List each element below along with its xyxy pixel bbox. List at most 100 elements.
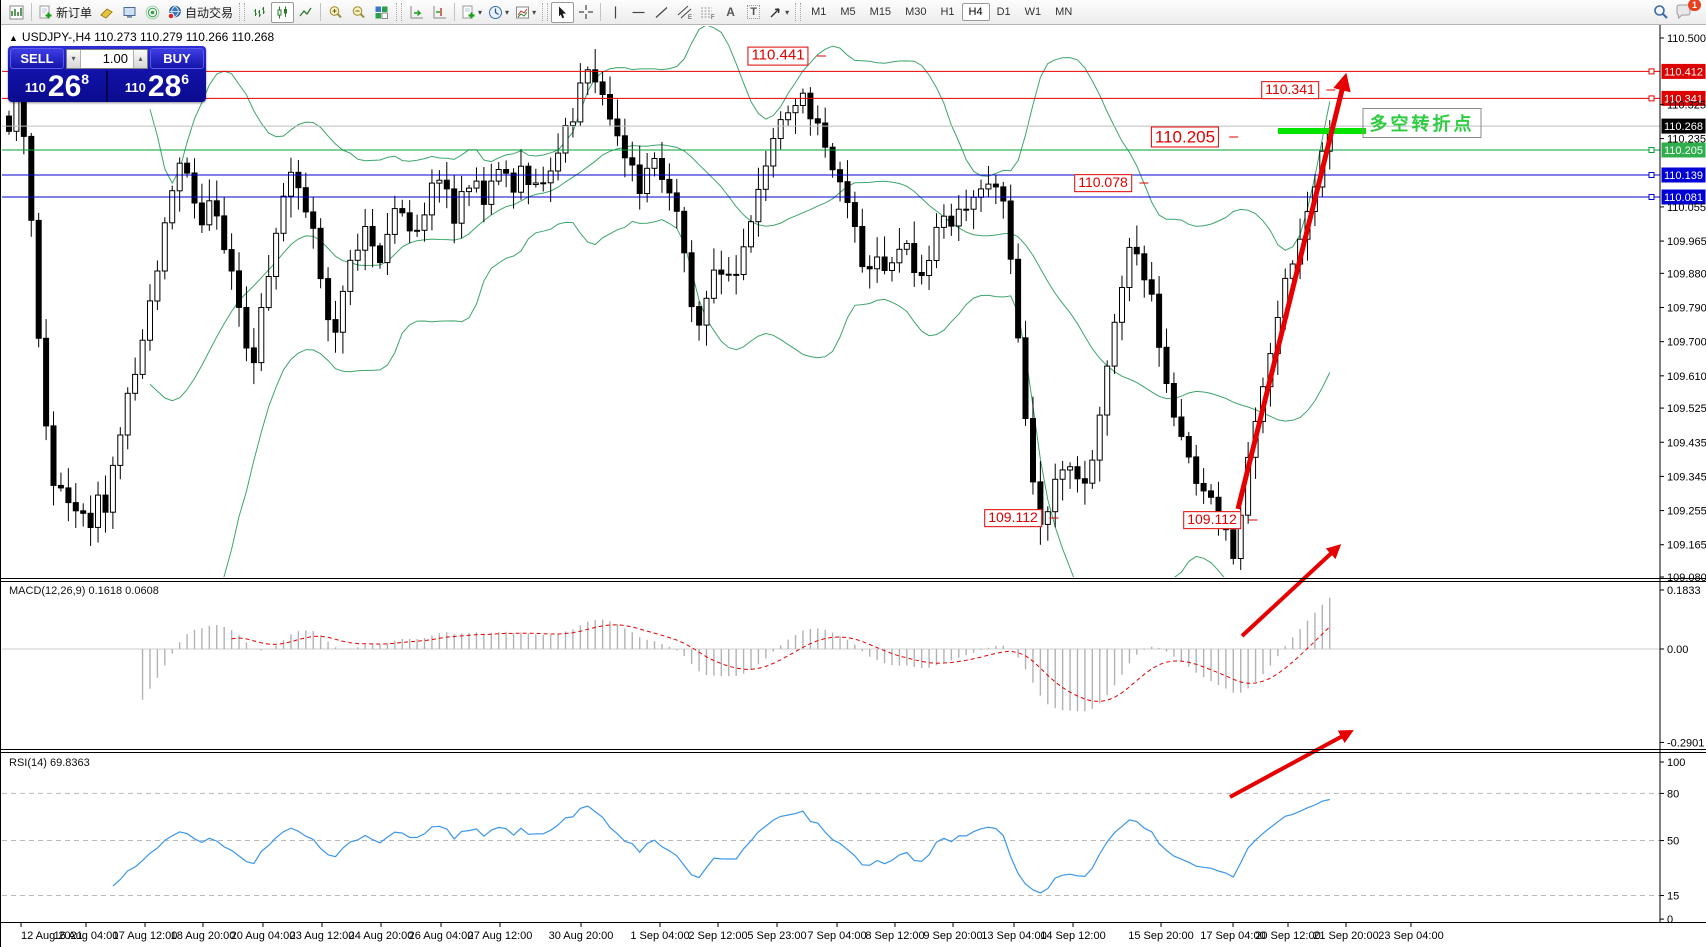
trendline-icon [655,6,668,18]
svg-text:23 Sep 04:00: 23 Sep 04:00 [1378,930,1443,942]
price-callout[interactable]: 110.441 [747,46,809,66]
text-button[interactable]: A [719,2,742,23]
timeframe-button-M15[interactable]: M15 [869,6,892,18]
fibonacci-icon: F [700,7,715,20]
chart-ohlc-text: USDJPY-,H4 110.273 110.279 110.266 110.2… [21,30,275,44]
svg-text:20 Sep 12:00: 20 Sep 12:00 [1255,930,1320,942]
dropdown-arrow-icon: ▾ [532,7,537,17]
rsi-axis-tick: 15 [1667,891,1679,903]
tile-windows-icon [375,6,389,19]
chat-bubble-icon [1676,4,1691,20]
macd-trend-arrow[interactable] [1240,544,1342,638]
timeframe-button-M5[interactable]: M5 [840,6,856,18]
candlestick-chart-button[interactable] [271,1,295,23]
svg-text:110.268: 110.268 [1664,121,1703,133]
buy-price[interactable]: 110 28 6 [124,70,190,103]
svg-text:14 Sep 12:00: 14 Sep 12:00 [1040,930,1105,942]
bar-chart-button[interactable] [248,2,271,23]
sell-button[interactable]: SELL [10,48,64,69]
zoom-out-icon [352,5,365,18]
toolbar-grip[interactable] [239,3,246,21]
svg-text:109.880: 109.880 [1667,268,1706,280]
timeframe-button-H1[interactable]: H1 [940,6,955,18]
horizontal-line-button[interactable] [627,2,650,23]
timeframe-button-MN[interactable]: MN [1055,6,1073,18]
svg-text:109.165: 109.165 [1667,540,1706,552]
new-chart-button[interactable]: ▾ [458,2,485,23]
notifications-button[interactable]: 1 [1672,0,1701,23]
svg-text:109.965: 109.965 [1667,236,1706,248]
timeframe-button-H4[interactable]: H4 [961,3,990,21]
zoom-in-icon [329,5,342,18]
autotrading-button[interactable]: 自动交易 [164,2,236,23]
buy-button[interactable]: BUY [150,48,204,69]
line-chart-button[interactable] [294,2,317,23]
timeframe-button-D1[interactable]: D1 [996,6,1011,18]
crosshair-icon [578,5,593,19]
volume-increase-button[interactable]: ▴ [133,49,147,68]
zoom-in-button[interactable] [324,2,347,23]
svg-text:110.341: 110.341 [1664,93,1703,105]
svg-text:21 Sep 20:00: 21 Sep 20:00 [1313,930,1378,942]
symbols-window-icon[interactable] [5,2,28,23]
timeframe-button-W1[interactable]: W1 [1024,6,1042,18]
svg-text:109.610: 109.610 [1667,371,1706,383]
cursor-button[interactable] [551,1,575,23]
auto-scroll-button[interactable] [405,2,428,23]
metaeditor-button[interactable] [95,2,118,23]
svg-text:24 Aug 20:00: 24 Aug 20:00 [349,930,414,942]
templates-button[interactable]: ▾ [512,2,539,23]
rsi-axis-tick: 0 [1667,914,1673,926]
periods-button[interactable]: ▾ [485,2,512,23]
toolbar-grip[interactable] [396,3,403,21]
virtual-hosting-button[interactable] [118,2,141,23]
signals-button[interactable] [141,2,164,23]
breakout-highlight-bar[interactable] [1278,128,1366,134]
bullish-trend-arrow[interactable] [1235,72,1351,510]
fibonacci-button[interactable]: F [696,2,719,23]
bollinger-bands [149,26,1331,577]
volume-decrease-button[interactable]: ▾ [67,49,81,68]
price-callout[interactable]: 110.341 [1261,81,1319,99]
volume-value[interactable]: 1.00 [102,51,128,66]
toolbar-grip[interactable] [795,3,802,21]
timeframe-button-M30[interactable]: M30 [905,6,927,18]
collapse-panel-icon[interactable]: ▲ [9,33,18,43]
svg-text:109.080: 109.080 [1667,572,1706,584]
tile-windows-button[interactable] [370,2,393,23]
timeframe-button-M1[interactable]: M1 [811,6,827,18]
notification-badge: 1 [1687,0,1701,11]
autotrading-icon [167,5,181,19]
toolbar-grip[interactable] [542,3,549,21]
search-button[interactable] [1649,2,1672,23]
new-order-button[interactable]: 新订单 [35,2,95,23]
arrows-button[interactable]: ▾ [765,2,792,23]
macd-histogram [141,597,1331,712]
sell-price[interactable]: 110 26 8 [24,70,90,103]
price-callout[interactable]: 109.112 [984,509,1042,527]
svg-text:109.525: 109.525 [1667,403,1706,415]
rsi-trend-arrow[interactable] [1229,729,1354,799]
chart-shift-button[interactable] [428,2,451,23]
one-click-trading-panel: SELL ▾ 1.00 ▴ BUY 110 26 8 110 28 6 [8,46,206,102]
rsi-line [112,798,1330,894]
vertical-line-button[interactable] [604,2,627,23]
trendline-button[interactable] [650,2,673,23]
price-callout[interactable]: 109.112 [1183,511,1241,529]
crosshair-button[interactable] [574,2,597,23]
svg-text:30 Aug 20:00: 30 Aug 20:00 [549,930,614,942]
text-label-button[interactable]: T [742,2,765,23]
auto-scroll-icon [410,5,424,18]
equidistant-channel-button[interactable]: E [673,2,696,23]
svg-text:8 Sep 12:00: 8 Sep 12:00 [865,930,924,942]
price-callout[interactable]: 110.205 [1150,126,1220,148]
price-callout[interactable]: 110.078 [1074,174,1132,192]
annotation-text-label[interactable]: 多空转折点 [1362,108,1482,138]
svg-text:27 Aug 12:00: 27 Aug 12:00 [468,930,533,942]
zoom-out-button[interactable] [347,2,370,23]
svg-text:1 Sep 04:00: 1 Sep 04:00 [630,930,689,942]
macd-indicator-label: MACD(12,26,9) 0.1618 0.0608 [9,585,159,597]
svg-text:110.081: 110.081 [1664,192,1703,204]
channel-icon: E [677,5,692,20]
